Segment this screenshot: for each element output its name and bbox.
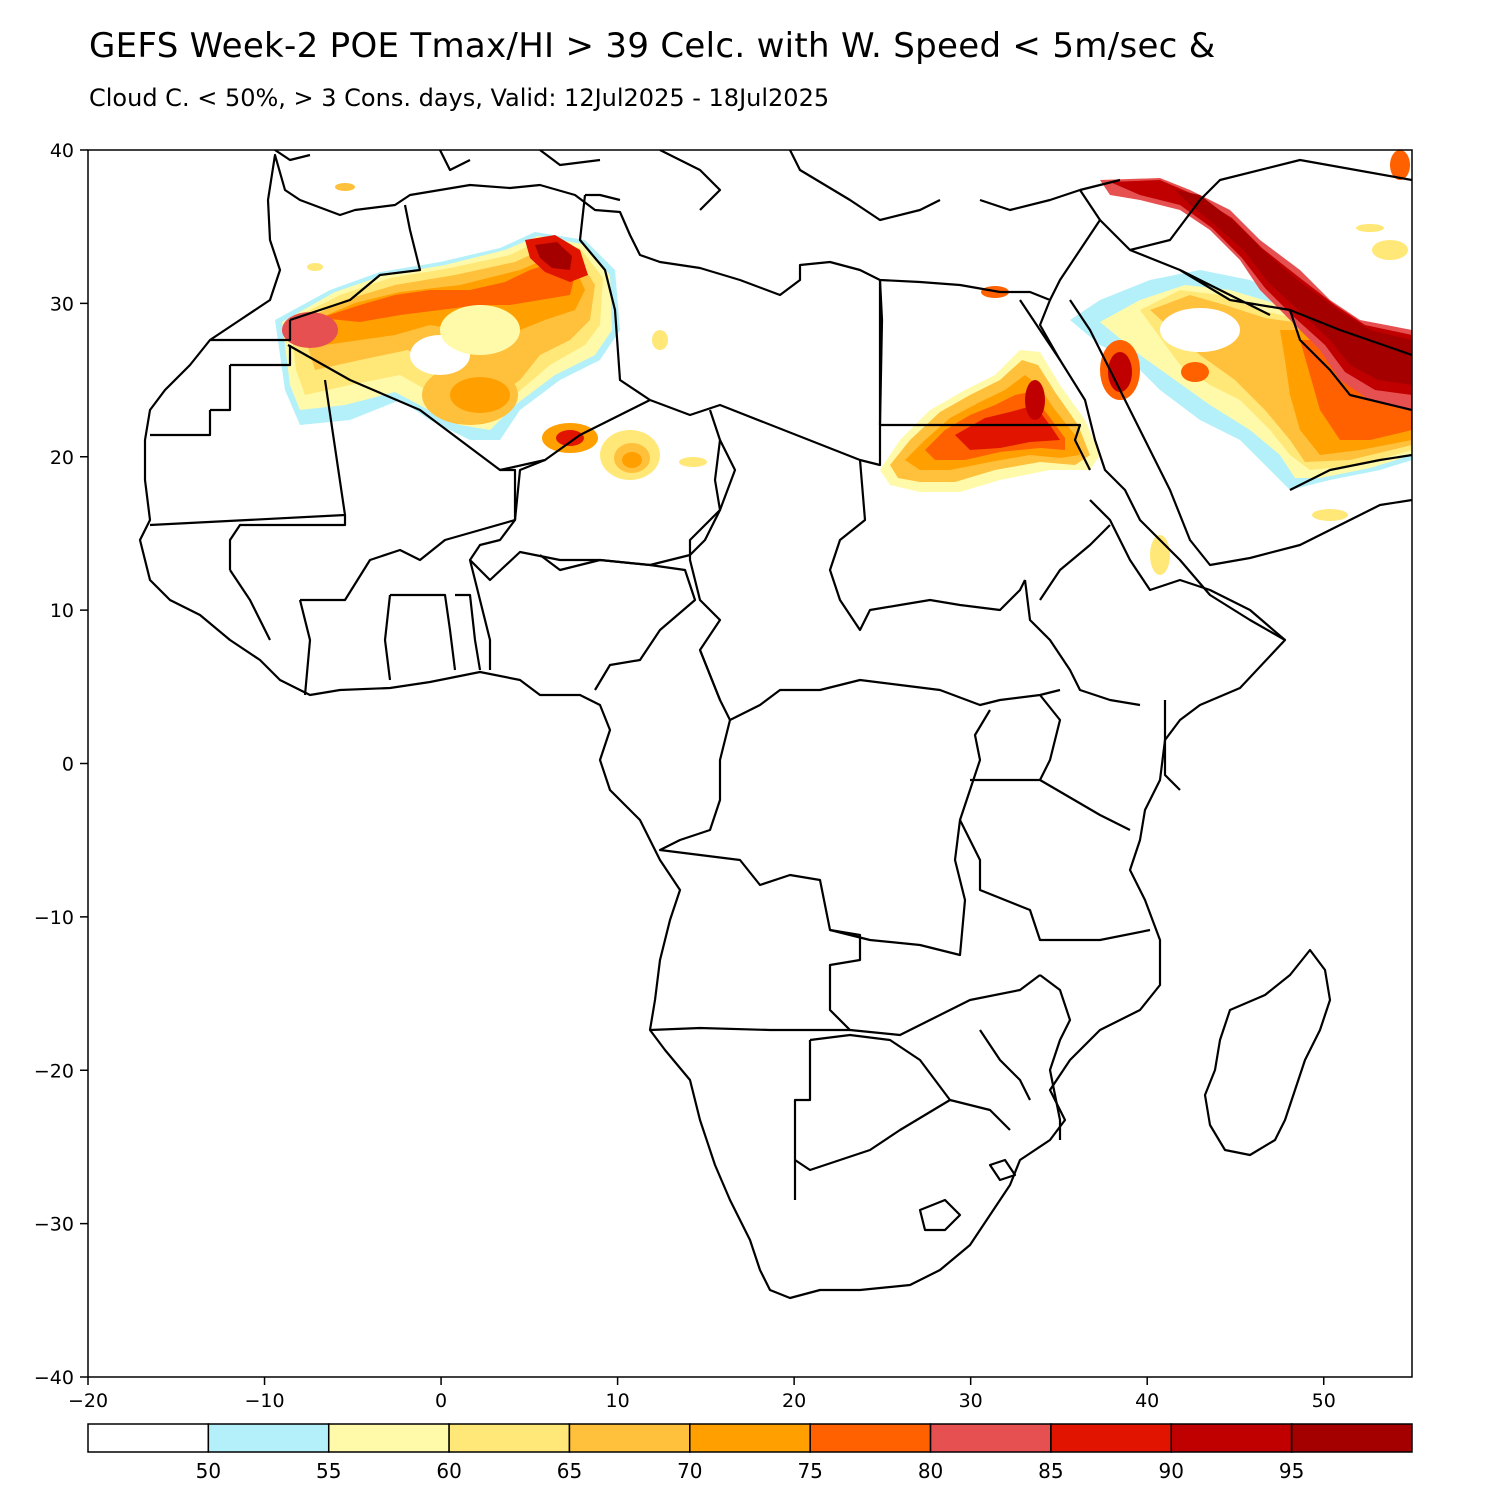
shading-sahara-west <box>275 232 660 480</box>
libya-border <box>649 280 882 467</box>
nigeria-border <box>468 554 697 691</box>
angola-zambia-border <box>828 928 1041 1037</box>
colorbar-label: 65 <box>557 1459 582 1483</box>
ethiopia-border <box>1039 499 1286 641</box>
shading-patch <box>652 330 668 350</box>
y-tick-label: −10 <box>34 907 74 929</box>
colorbar-swatch <box>1170 1423 1293 1453</box>
southern-africa-borders <box>794 974 1072 1172</box>
y-tick-label: 0 <box>62 754 74 776</box>
x-tick-label: 40 <box>1135 1390 1159 1412</box>
probability-shading <box>275 150 1412 575</box>
y-tick-label: 10 <box>50 600 74 622</box>
shading-patch <box>1372 240 1408 260</box>
x-tick-label: −10 <box>244 1390 284 1412</box>
colorbar-swatch <box>87 1423 210 1453</box>
east-africa-borders <box>959 694 1181 942</box>
colorbar-swatch <box>689 1423 811 1453</box>
colorbar-label: 60 <box>436 1459 461 1483</box>
y-tick-label: −20 <box>34 1060 74 1082</box>
country-borders <box>138 150 1412 1300</box>
eswatini-outline <box>988 1158 1017 1182</box>
colorbar-swatch <box>568 1423 691 1453</box>
shading-patch <box>1390 150 1410 180</box>
lesotho-outline <box>918 1198 962 1232</box>
middle-east-borders <box>1049 158 1412 357</box>
chart-title-line1: GEFS Week-2 POE Tmax/HI > 39 Celc. with … <box>89 26 1216 66</box>
cameroon-car-border <box>698 649 1061 722</box>
colorbar-label: 80 <box>918 1459 943 1483</box>
axis-ticks: −20 −10 0 10 20 30 40 50 40 30 20 10 0 −10 −20 −30 −40 <box>34 140 1336 1412</box>
colorbar-swatch <box>448 1423 571 1453</box>
shading-egypt-sudan <box>880 286 1100 492</box>
colorbar-swatch <box>929 1423 1052 1453</box>
madagascar-outline <box>1203 948 1332 1157</box>
colorbar-swatch <box>1050 1423 1173 1453</box>
colorbar-label: 70 <box>677 1459 702 1483</box>
colorbar-swatch <box>1290 1423 1413 1453</box>
saudi-borders <box>1288 309 1412 491</box>
x-tick-label: 0 <box>435 1390 447 1412</box>
colorbar-label: 85 <box>1038 1459 1063 1483</box>
chart-title-line2: Cloud C. < 50%, > 3 Cons. days, Valid: 1… <box>89 84 830 112</box>
tunisia-border <box>585 193 621 202</box>
drc-border <box>658 709 991 957</box>
algeria-east-border <box>578 194 651 401</box>
west-africa-borders <box>229 569 482 696</box>
x-tick-label: 10 <box>606 1390 630 1412</box>
colorbar-swatch <box>327 1423 450 1453</box>
x-tick-label: 20 <box>782 1390 806 1412</box>
colorbar-label: 90 <box>1159 1459 1184 1483</box>
africa-coastline <box>138 153 1287 1300</box>
shading-patch <box>1356 224 1384 232</box>
mali-border <box>228 468 517 602</box>
europe-coastline <box>274 150 1121 222</box>
shading-patch <box>679 457 707 467</box>
x-tick-label: −20 <box>68 1390 108 1412</box>
colorbar-swatch <box>809 1423 932 1453</box>
chad-border <box>688 439 1026 701</box>
y-tick-label: −30 <box>34 1214 74 1236</box>
western-sahara-border <box>150 320 292 437</box>
y-tick-label: 20 <box>50 447 74 469</box>
y-tick-label: 40 <box>50 140 74 162</box>
arabia-coastline <box>1069 299 1412 567</box>
morocco-algeria-border <box>289 204 422 322</box>
x-tick-label: 30 <box>959 1390 983 1412</box>
egypt-border <box>878 279 884 426</box>
sudan-border <box>880 423 1141 707</box>
colorbar-label: 55 <box>316 1459 341 1483</box>
namibia-botswana-border <box>649 1026 1011 1200</box>
x-tick-label: 50 <box>1312 1390 1336 1412</box>
niger-border <box>468 409 722 582</box>
shading-patch <box>307 263 323 271</box>
colorbar: 50 55 60 65 70 75 80 85 90 95 <box>87 1423 1413 1483</box>
shading-arabia <box>1070 178 1412 575</box>
colorbar-label: 95 <box>1279 1459 1304 1483</box>
y-tick-label: −40 <box>34 1367 74 1389</box>
red-sea-west <box>1019 299 1061 361</box>
colorbar-swatch <box>207 1423 330 1453</box>
shading-patch <box>335 183 355 191</box>
colorbar-label: 50 <box>196 1459 221 1483</box>
y-tick-label: 30 <box>50 293 74 315</box>
colorbar-label: 75 <box>797 1459 822 1483</box>
